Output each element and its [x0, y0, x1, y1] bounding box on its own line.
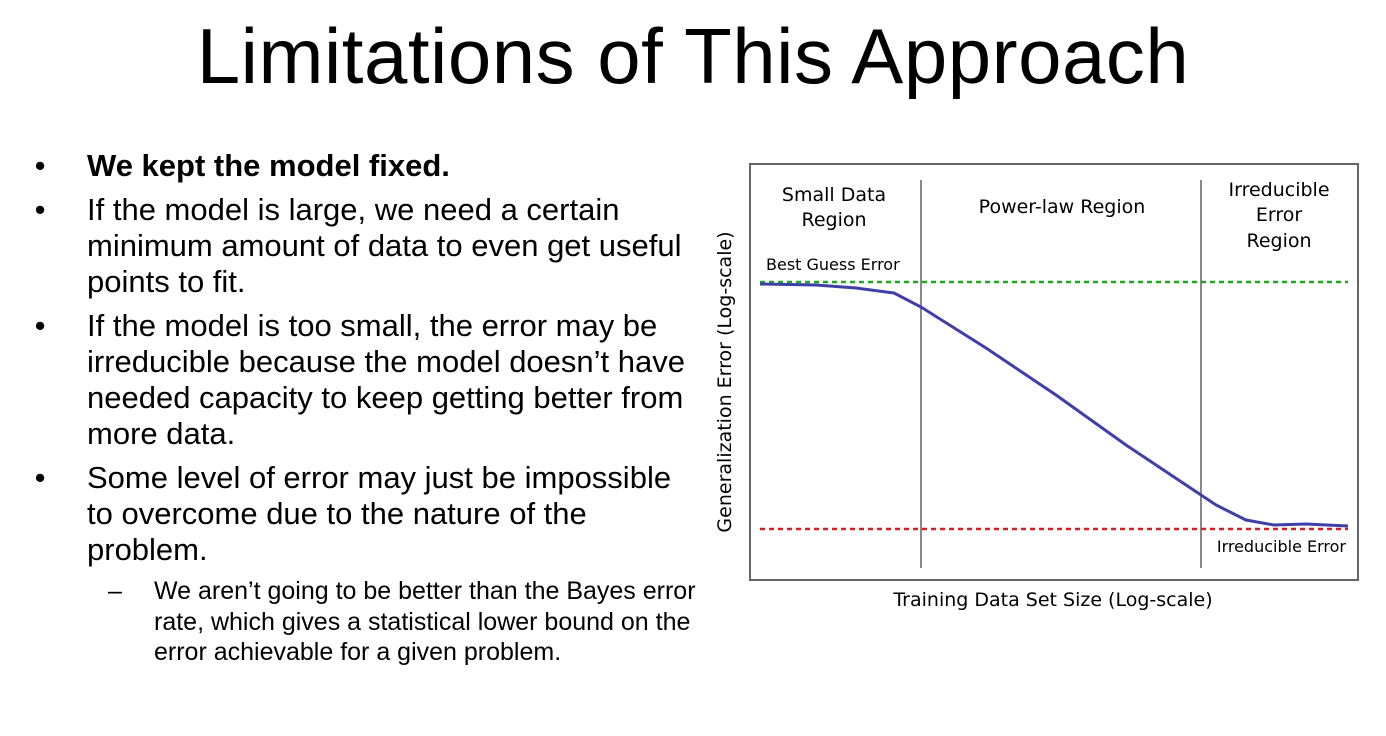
- region-label-irreducible-2: Error: [1256, 204, 1303, 226]
- error-curve: [759, 282, 1349, 528]
- region-label-irreducible-3: Region: [1246, 230, 1311, 252]
- sub-bullet-text: We aren’t going to be better than the Ba…: [154, 577, 696, 666]
- slide-title: Limitations of This Approach: [196, 12, 1190, 100]
- bullet-marker: •: [34, 148, 46, 183]
- bullet-text: If the model is too small, the error may…: [87, 308, 685, 451]
- x-axis-label: Training Data Set Size (Log-scale): [892, 589, 1212, 611]
- irreducible-error-label: Irreducible Error: [1217, 537, 1347, 556]
- y-axis-label: Generalization Error (Log-scale): [714, 231, 736, 532]
- bullet-marker: •: [34, 460, 46, 495]
- bullet-item: • If the model is too small, the error m…: [30, 308, 700, 452]
- learning-curve-figure: Small Data Region Power-law Region Irred…: [706, 150, 1366, 630]
- bullet-item: • Some level of error may just be imposs…: [30, 460, 700, 568]
- best-guess-label: Best Guess Error: [766, 255, 900, 274]
- bullet-list: • We kept the model fixed. • If the mode…: [30, 148, 700, 668]
- region-label-irreducible-1: Irreducible: [1228, 179, 1329, 201]
- region-label-small-2: Region: [801, 209, 866, 231]
- bullet-marker: •: [34, 192, 46, 227]
- learning-curve-svg: Small Data Region Power-law Region Irred…: [714, 163, 1359, 611]
- bullet-marker: •: [34, 308, 46, 343]
- region-label-small-1: Small Data: [782, 184, 886, 206]
- bullet-item: • We kept the model fixed.: [30, 148, 700, 184]
- region-label-power: Power-law Region: [979, 196, 1146, 218]
- sub-bullet-item: – We aren’t going to be better than the …: [30, 576, 700, 668]
- bullet-item: • If the model is large, we need a certa…: [30, 192, 700, 300]
- plot-frame: [749, 163, 1359, 581]
- bullet-text: If the model is large, we need a certain…: [87, 192, 682, 299]
- bullet-text: Some level of error may just be impossib…: [87, 460, 672, 567]
- bullet-text: We kept the model fixed.: [87, 148, 450, 183]
- sub-bullet-marker: –: [108, 577, 122, 605]
